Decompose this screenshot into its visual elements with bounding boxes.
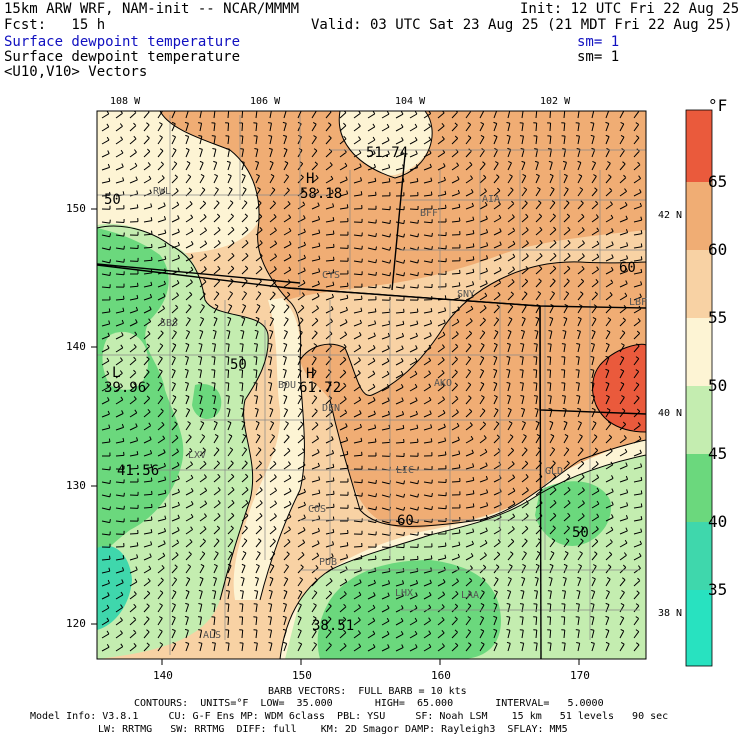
high-value-north: 58.18 — [300, 186, 343, 202]
region-45-50-frontrange — [233, 298, 305, 600]
station-cys: CYS — [322, 270, 341, 281]
grid-y-150: 150 — [66, 202, 86, 215]
colorbar-label-35: 35 — [708, 580, 728, 599]
region-55-60-north — [160, 111, 646, 300]
colorbar-label-45: 45 — [708, 444, 728, 463]
colorbar-label-40: 40 — [708, 512, 728, 531]
wind-barb-glyphs — [101, 111, 643, 652]
lon-label-106w: 106 W — [250, 96, 281, 107]
station-bou: BOU — [278, 380, 297, 391]
high-marker-den: H — [306, 366, 315, 382]
colorbar-unit: °F — [708, 96, 728, 115]
model-title: 15km ARW WRF, NAM-init -- NCAR/MMMM — [4, 1, 300, 17]
colorbar-label-50: 50 — [708, 376, 728, 395]
lat-label-42n: 42 N — [658, 210, 683, 221]
grid-x-160: 160 — [431, 669, 451, 682]
region-below-35-sw — [97, 545, 132, 630]
station-ako: AKO — [434, 378, 453, 389]
region-45-50-south — [280, 440, 646, 659]
station-rwl: RWL — [153, 186, 172, 197]
region-40-45-west-inner — [102, 331, 149, 390]
contour-label-se: 60 — [397, 513, 414, 529]
contour-settings: CONTOURS: UNITS=°F LOW= 35.000 HIGH= 65.… — [134, 698, 604, 709]
field-smoothing-primary: sm= 1 — [577, 34, 620, 50]
region-35-40-west — [97, 228, 184, 560]
contour-lines — [97, 111, 646, 659]
physics-info: LW: RRTMG SW: RRTMG DIFF: full KM: 2D Sm… — [98, 724, 568, 735]
grid-x-150: 150 — [292, 669, 312, 682]
low-marker-west: L — [112, 365, 121, 381]
colorbar-label-55: 55 — [708, 308, 728, 327]
wind-barbs — [101, 111, 643, 652]
station-cos: COS — [308, 504, 327, 515]
station-laa: LAA — [461, 590, 480, 601]
contour-label-east: 50 — [572, 525, 589, 541]
lon-label-108w: 108 W — [110, 96, 141, 107]
colorbar-swatch-60-65 — [686, 182, 712, 250]
forecast-hour: Fcst: 15 h — [4, 17, 106, 33]
grid-x-170: 170 — [570, 669, 590, 682]
station-pub: PUB — [319, 557, 338, 568]
axis-ticks — [91, 208, 580, 665]
extremum-top: 51.74 — [366, 145, 409, 161]
station-aia: AIA — [482, 194, 501, 205]
colorbar-swatch-gt65 — [686, 110, 712, 182]
station-lhx: LHX — [395, 588, 414, 599]
lat-label-40n: 40 N — [658, 408, 683, 419]
station-gld: GLD — [545, 466, 564, 477]
county-lines — [97, 115, 646, 655]
lon-label-104w: 104 W — [395, 96, 426, 107]
region-60-65-east — [592, 344, 646, 432]
lon-label-102w: 102 W — [540, 96, 571, 107]
grid-y-120: 120 — [66, 617, 86, 630]
field-label-primary: Surface dewpoint temperature — [4, 34, 241, 50]
region-35-40-west-2 — [192, 384, 222, 420]
grid-y-130: 130 — [66, 479, 86, 492]
contour-label-center: 50 — [230, 357, 247, 373]
model-info: Model Info: V3.8.1 CU: G-F Ens MP: WDM 6… — [30, 711, 669, 722]
region-45-50-top — [337, 111, 433, 176]
colorbar-swatch-lt35 — [686, 590, 712, 666]
colorbar-swatch-50-55 — [686, 318, 712, 386]
low-value-west: 39.96 — [104, 380, 147, 396]
colorbar-swatch-40-45 — [686, 454, 712, 522]
map-frame — [96, 110, 647, 660]
colorbar — [685, 109, 713, 667]
high-marker: H — [306, 171, 315, 187]
high-value-den: 61.72 — [299, 380, 342, 396]
extremum-south: 38.51 — [312, 618, 355, 634]
contour-label-ne: 60 — [619, 260, 636, 276]
station-den: DEN — [322, 403, 341, 414]
colorbar-swatch-35-40 — [686, 522, 712, 590]
colorbar-label-60: 60 — [708, 240, 728, 259]
init-time: Init: 12 UTC Fri 22 Aug 25 — [520, 1, 740, 17]
grid-x-140: 140 — [153, 669, 173, 682]
extremum-sw: 41.56 — [117, 463, 160, 479]
contour-label-nw: 50 — [104, 192, 121, 208]
station-als: ALS — [203, 630, 222, 641]
vector-field-label: <U10,V10> Vectors — [4, 64, 148, 80]
dewpoint-field — [97, 111, 646, 659]
grid-y-140: 140 — [66, 340, 86, 353]
colorbar-swatch-45-50 — [686, 386, 712, 454]
station-bff: BFF — [420, 208, 439, 219]
station-lxv: LXV — [188, 450, 207, 461]
station-sny: SNY — [457, 289, 476, 300]
station-sbs: SBS — [160, 318, 179, 329]
station-lic: LIC — [396, 465, 415, 476]
lat-label-38n: 38 N — [658, 608, 683, 619]
valid-time: Valid: 03 UTC Sat 23 Aug 25 (21 MDT Fri … — [311, 17, 733, 33]
barb-legend: BARB VECTORS: FULL BARB = 10 kts — [268, 686, 467, 697]
field-smoothing-secondary: sm= 1 — [577, 49, 620, 65]
colorbar-label-65: 65 — [708, 172, 728, 191]
colorbar-swatch-55-60 — [686, 250, 712, 318]
station-lbf: LBF — [629, 297, 648, 308]
region-55-60-east — [300, 261, 646, 529]
field-label-secondary: Surface dewpoint temperature — [4, 49, 241, 65]
state-borders — [97, 154, 646, 659]
